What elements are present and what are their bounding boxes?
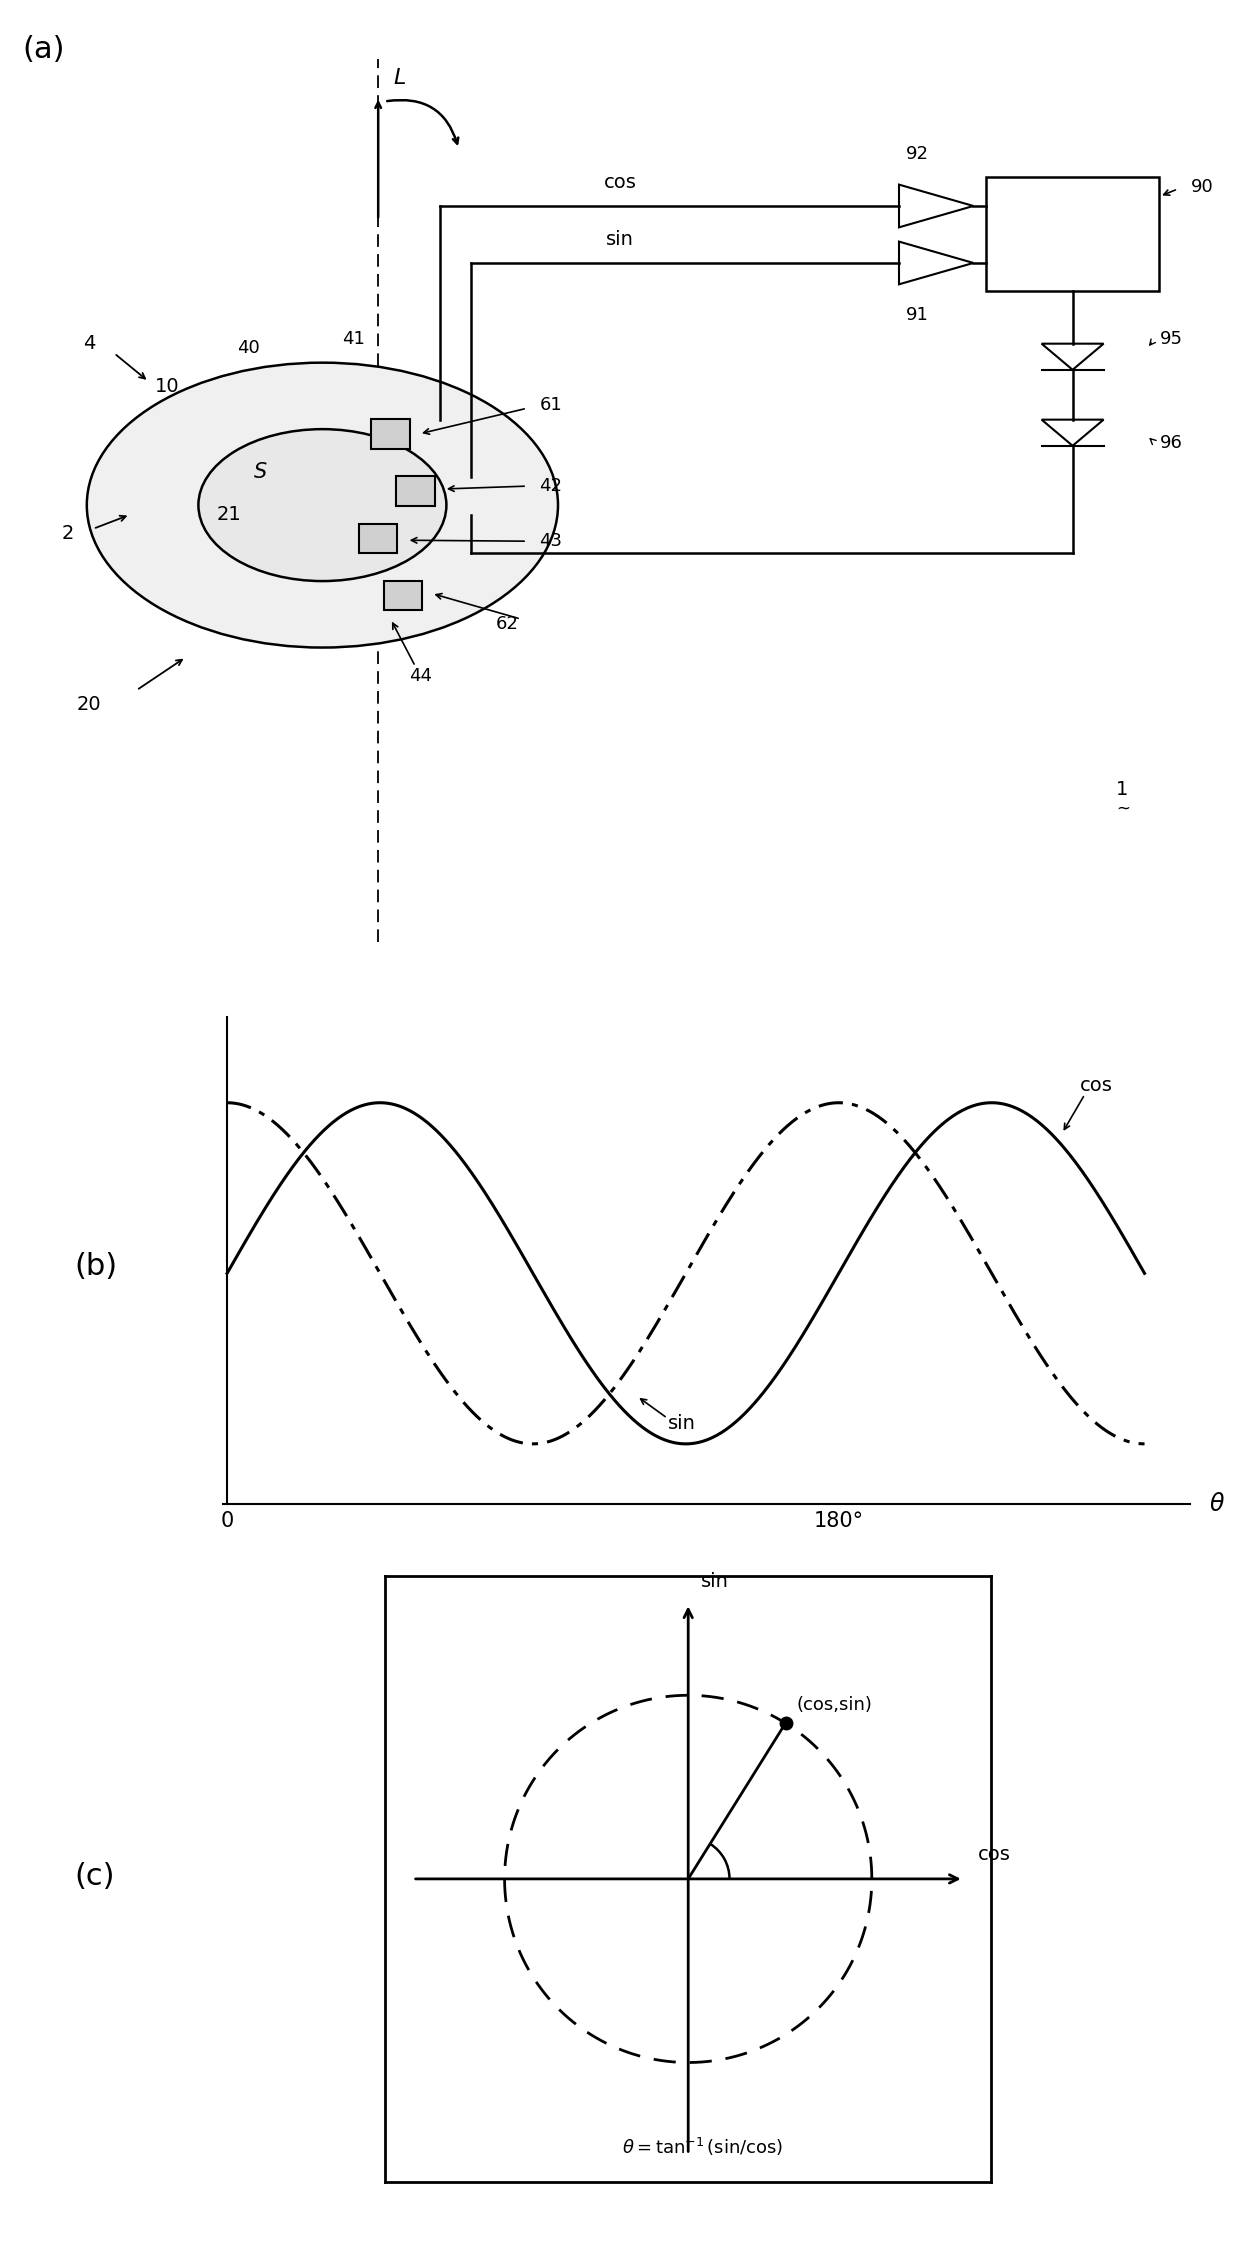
- Text: (a): (a): [22, 36, 64, 63]
- Text: 90: 90: [1190, 179, 1213, 197]
- Text: 20: 20: [77, 694, 102, 714]
- Text: (b): (b): [74, 1253, 118, 1280]
- Text: (cos,sin): (cos,sin): [796, 1696, 873, 1714]
- Ellipse shape: [87, 362, 558, 647]
- Text: $\theta = \tan^{-1}(\sin/\cos)$: $\theta = \tan^{-1}(\sin/\cos)$: [622, 2137, 784, 2157]
- Text: ~: ~: [1116, 800, 1130, 818]
- Text: 91: 91: [906, 305, 929, 323]
- Text: 21: 21: [217, 504, 242, 525]
- Text: sin: sin: [606, 231, 634, 249]
- Text: sin: sin: [667, 1413, 696, 1433]
- Text: 4: 4: [83, 335, 95, 353]
- Text: $\theta$: $\theta$: [1209, 1492, 1225, 1515]
- Text: 96: 96: [1159, 434, 1182, 452]
- Text: N: N: [371, 529, 386, 549]
- Text: 10: 10: [155, 378, 180, 396]
- Text: 95: 95: [1159, 330, 1183, 348]
- Text: 62: 62: [496, 615, 518, 633]
- Text: 92: 92: [906, 145, 929, 163]
- Bar: [986, 179, 1159, 292]
- Text: S: S: [254, 461, 267, 482]
- Text: 41: 41: [342, 330, 365, 348]
- Text: 61: 61: [539, 396, 562, 414]
- Text: 2: 2: [62, 525, 74, 543]
- Text: sin: sin: [701, 1571, 729, 1589]
- Polygon shape: [396, 477, 435, 506]
- Polygon shape: [383, 581, 423, 610]
- Text: cos: cos: [1080, 1076, 1114, 1094]
- Ellipse shape: [198, 430, 446, 581]
- Text: 40: 40: [237, 339, 259, 357]
- Text: 44: 44: [409, 667, 433, 685]
- Text: cos: cos: [978, 1845, 1011, 1865]
- Text: 43: 43: [539, 531, 563, 549]
- Text: 42: 42: [539, 477, 563, 495]
- Text: 1: 1: [1116, 780, 1128, 800]
- Text: L: L: [393, 68, 405, 88]
- Text: cos: cos: [604, 172, 636, 192]
- Polygon shape: [371, 418, 410, 448]
- Polygon shape: [358, 525, 398, 554]
- Text: (c): (c): [74, 1863, 115, 1890]
